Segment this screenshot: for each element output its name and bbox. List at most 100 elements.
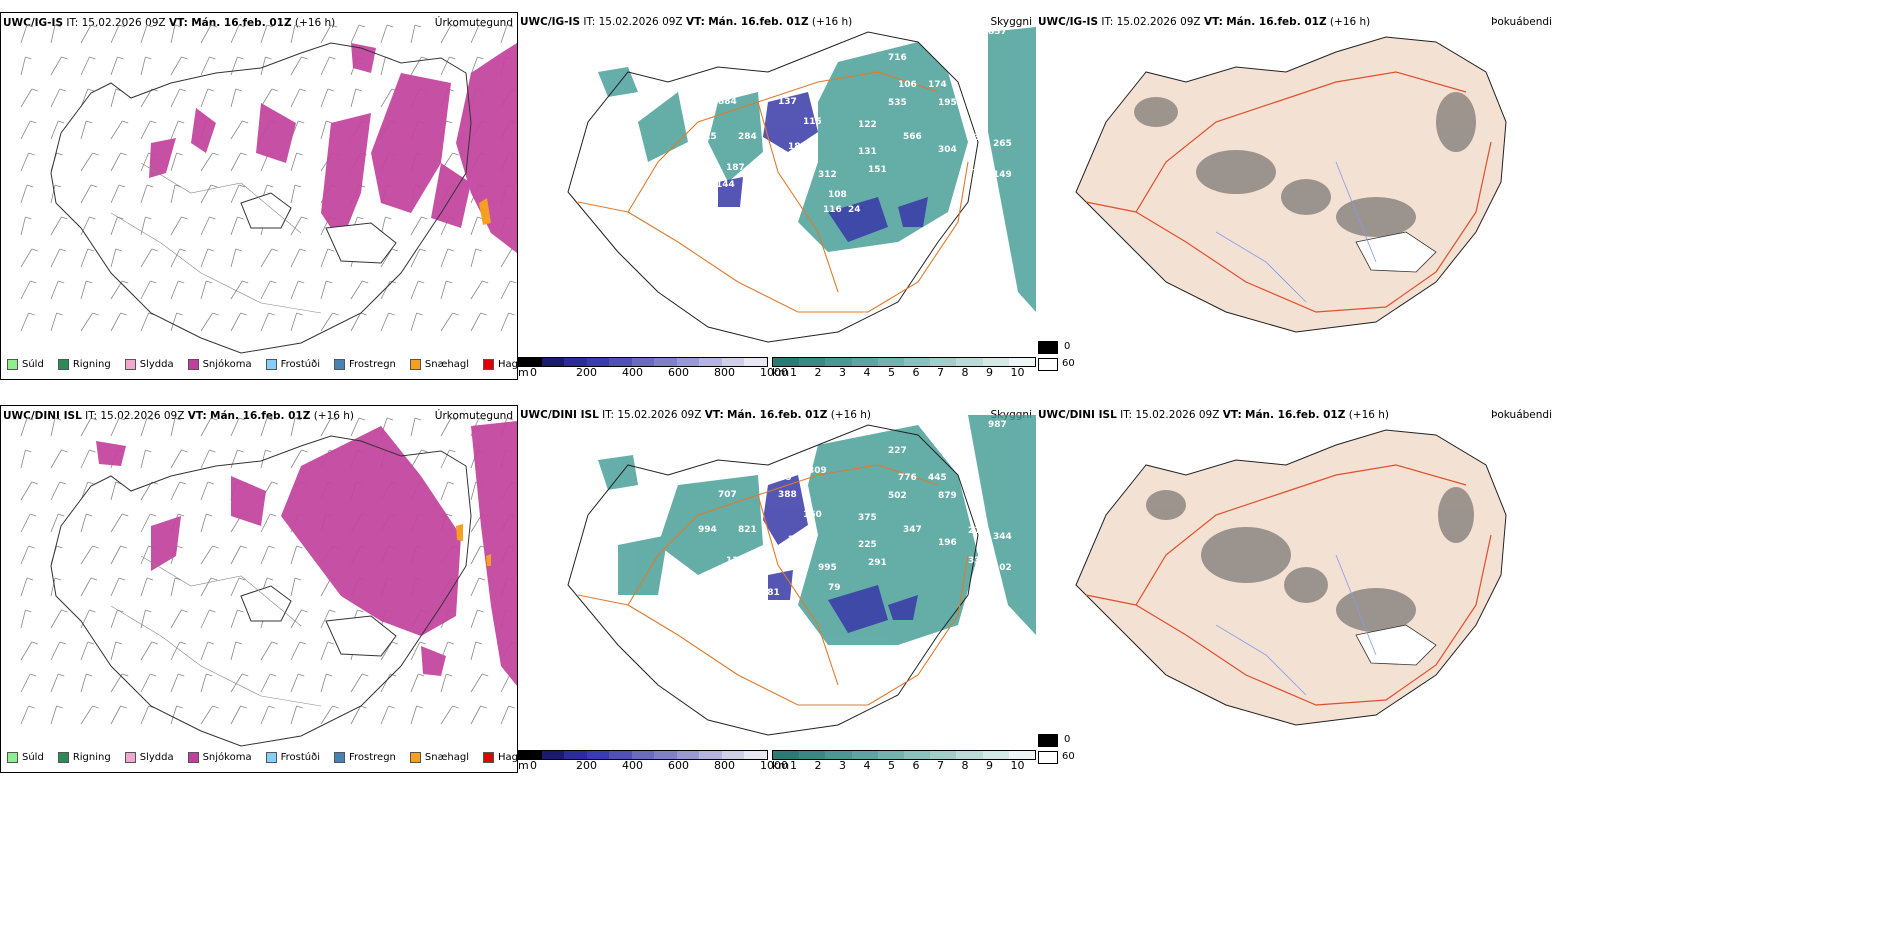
wind-barb (140, 481, 158, 501)
colorbar-cell (744, 358, 768, 366)
wind-barb (200, 481, 214, 501)
legend-item: Snæhagl (409, 359, 469, 370)
wind-barb (20, 705, 35, 725)
legend-swatch (124, 359, 136, 370)
fog-shading (1134, 92, 1476, 237)
wind-barb (290, 56, 308, 76)
legend-label: Rigning (72, 359, 111, 370)
wind-barb (80, 280, 93, 300)
wind-barb (440, 312, 459, 332)
wind-barb (140, 609, 152, 629)
legend-item: Frostregn (334, 359, 396, 370)
wind-barb (470, 312, 487, 332)
height-colorbar-row2: m 0 200 400 600 800 1000 (518, 750, 788, 772)
colorbar-cell (541, 358, 565, 366)
colorbar-cell (699, 358, 722, 366)
wind-barb (410, 449, 428, 469)
colorbar-cell (586, 358, 610, 366)
wind-barb (410, 24, 422, 44)
wind-barb (110, 56, 124, 76)
colorbar-cell (773, 358, 800, 366)
low-base-areas (718, 92, 928, 242)
wind-barb (110, 120, 129, 140)
wind-barb (410, 641, 426, 661)
colorbar-cell (676, 358, 700, 366)
wind-barb (200, 705, 219, 725)
wind-barb (290, 545, 303, 565)
legend-label: Haglél (498, 359, 530, 370)
wind-barb (230, 312, 247, 332)
colorbar-cell (930, 751, 957, 759)
wind-barb (230, 673, 249, 693)
colorbar-cell (799, 751, 826, 759)
wind-barb (80, 545, 99, 565)
legend-swatch (334, 359, 345, 370)
wind-barb (20, 449, 32, 469)
colorbar-cell (825, 751, 852, 759)
legend-label: Slydda (139, 752, 174, 763)
fog-index-map-row1: UWC/IG-IS IT: 15.02.2026 09Z VT: Mán. 16… (1036, 12, 1556, 380)
wind-barb (50, 280, 65, 300)
colorbar-tick: 5 (888, 759, 895, 772)
wind-barb (230, 449, 244, 469)
vis-colorbar-swatches (772, 357, 1036, 367)
wind-barb (50, 248, 66, 268)
wind-barb (380, 280, 397, 300)
wind-barb (320, 248, 334, 268)
visibility-value-label: 281 (761, 588, 780, 598)
fog-key-white (1038, 358, 1058, 371)
wind-barb (290, 417, 302, 437)
visibility-value-label: 149 (993, 170, 1012, 180)
wind-barb (500, 24, 514, 44)
wind-barb (80, 513, 93, 533)
legend-swatch (483, 752, 495, 763)
wind-barb (470, 280, 489, 300)
wind-barb (320, 705, 339, 725)
wind-barb (200, 216, 216, 236)
wind-barb (170, 481, 186, 501)
wind-barb (80, 449, 96, 469)
wind-barb (200, 577, 218, 597)
legend-item: Frostregn (334, 752, 396, 763)
wind-barb (410, 248, 426, 268)
wind-barb (320, 673, 333, 693)
wind-barb (320, 609, 336, 629)
visibility-value-label: 347 (903, 525, 922, 535)
colorbar-tick: 200 (576, 759, 597, 772)
fog-shading (1146, 487, 1474, 632)
visibility-value-label: 388 (808, 73, 827, 83)
wind-barb (260, 641, 278, 661)
wind-barb (440, 248, 454, 268)
legend-item: Frostúði (265, 359, 320, 370)
visibility-value-label: 225 (858, 540, 877, 550)
map-header: UWC/IG-IS IT: 15.02.2026 09Z VT: Mán. 16… (3, 17, 336, 29)
colorbar-cell (851, 358, 878, 366)
wind-barb (80, 152, 99, 172)
wind-barb (200, 609, 216, 629)
wind-barb (440, 449, 456, 469)
wind-barb (470, 24, 486, 44)
wind-barb (50, 216, 68, 236)
wind-barb (20, 513, 37, 533)
colorbar-tick: 7 (937, 759, 944, 772)
wind-barb (20, 673, 37, 693)
wind-barb (230, 577, 246, 597)
wind-barb (80, 641, 94, 661)
visibility-value-label: 195 (938, 98, 957, 108)
fog-map-canvas (1075, 429, 1507, 726)
visibility-value-label: 716 (888, 53, 907, 63)
colorbar-cell (956, 751, 983, 759)
wind-barb (80, 248, 94, 268)
precip-type-map-row2: UWC/DINI ISL IT: 15.02.2026 09Z VT: Mán.… (0, 405, 530, 773)
legend-label: Súld (22, 752, 44, 763)
legend-label: Frostregn (349, 359, 396, 370)
wind-barb (50, 673, 65, 693)
wind-barb (440, 673, 453, 693)
legend-label: Frostúði (280, 359, 320, 370)
visibility-value-label: 566 (903, 132, 922, 142)
colorbar-cell (904, 358, 931, 366)
wind-barb (320, 417, 338, 437)
wind-barb (20, 417, 34, 437)
wind-barb (470, 705, 487, 725)
legend-label: Súld (22, 359, 44, 370)
